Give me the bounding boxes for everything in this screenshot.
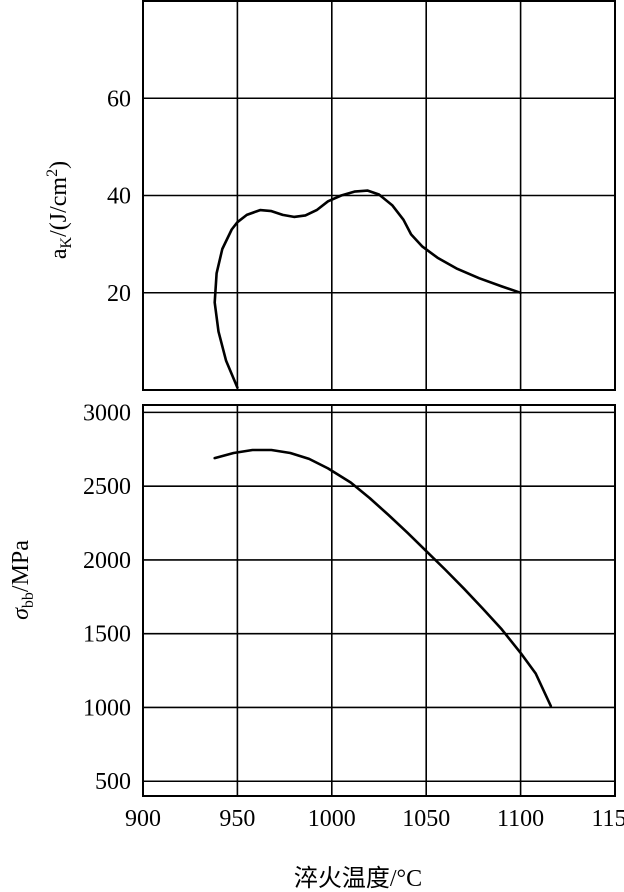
bottom-y-tick-label: 2000 [83,548,131,574]
x-tick-label: 900 [125,806,161,832]
bottom-y-tick-label: 2500 [83,474,131,500]
x-axis-label: 淬火温度/°C [294,865,422,892]
top-y-tick-label: 60 [107,86,131,112]
top-y-tick-labels: 20 40 60 [107,86,131,307]
bottom-y-tick-label: 3000 [83,400,131,426]
x-tick-label: 1000 [308,806,356,832]
x-tick-label: 1100 [497,806,544,832]
impact-toughness-curve [213,189,522,389]
x-tick-label: 1150 [591,806,624,832]
x-tick-label: 950 [219,806,255,832]
bottom-gridlines [143,405,615,796]
bottom-y-tick-label: 1000 [83,695,131,721]
x-tick-labels: 900 950 1000 1050 1100 1150 [125,806,624,832]
bottom-y-axis-label: σbb/MPa [8,540,37,620]
bottom-y-tick-labels: 500 1000 1500 2000 2500 3000 [83,400,131,795]
top-y-tick-label: 40 [107,184,131,210]
bottom-y-tick-label: 1500 [83,622,131,648]
x-tick-label: 1050 [402,806,450,832]
strength-panel: 500 1000 1500 2000 2500 3000 900 950 1000 1050 11… [8,400,624,892]
bottom-y-tick-label: 500 [95,769,131,795]
bending-strength-curve [213,448,553,708]
bottom-plot-frame [142,404,616,797]
top-y-axis-label: aK/(J/cm2) [44,161,75,259]
top-gridlines [143,1,615,390]
impact-toughness-panel: 20 40 60 aK/(J/cm2) [44,0,616,391]
top-y-tick-label: 20 [107,281,131,307]
